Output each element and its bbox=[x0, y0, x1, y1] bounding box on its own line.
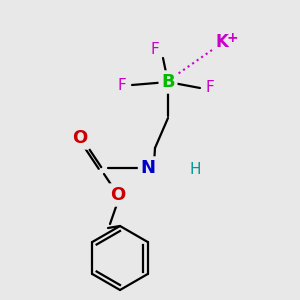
Text: F: F bbox=[151, 43, 159, 58]
Text: H: H bbox=[189, 163, 201, 178]
Text: O: O bbox=[72, 129, 88, 147]
Text: B: B bbox=[161, 73, 175, 91]
Text: F: F bbox=[118, 77, 126, 92]
Text: K: K bbox=[216, 33, 228, 51]
Text: O: O bbox=[110, 186, 126, 204]
Text: F: F bbox=[206, 80, 214, 95]
Text: +: + bbox=[226, 31, 238, 45]
Text: N: N bbox=[140, 159, 155, 177]
